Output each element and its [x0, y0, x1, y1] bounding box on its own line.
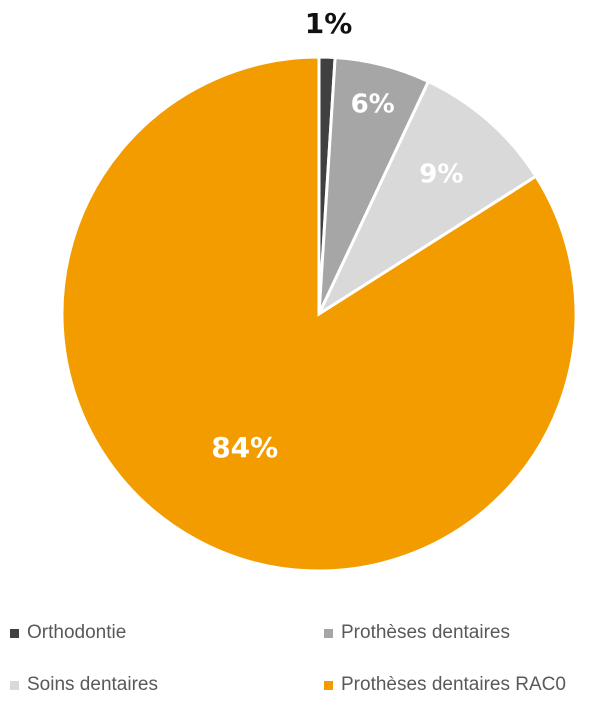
- pie-slice-3: [60, 55, 578, 573]
- data-label-3: 84%: [211, 431, 278, 464]
- data-label-1: 6%: [351, 89, 395, 119]
- legend-label-protheses: Prothèses dentaires: [341, 622, 510, 643]
- legend-label-soins: Soins dentaires: [27, 674, 158, 695]
- legend-item-orthodontie: Orthodontie: [10, 622, 126, 644]
- pie-chart-svg: 1% 6% 9% 84%: [60, 7, 578, 573]
- legend-swatch-orthodontie: [10, 628, 19, 638]
- pie-slice-2: [315, 79, 539, 319]
- legend-item-soins: Soins dentaires: [10, 674, 158, 696]
- data-label-2: 9%: [419, 160, 463, 190]
- legend-swatch-protheses: [324, 628, 333, 638]
- chart-legend: Orthodontie Prothèses dentaires Soins de…: [0, 622, 601, 702]
- legend-swatch-protheses-rac0: [324, 680, 333, 690]
- legend-swatch-soins: [10, 680, 19, 690]
- legend-item-protheses: Prothèses dentaires: [324, 622, 510, 644]
- legend-item-protheses-rac0: Prothèses dentaires RAC0: [324, 674, 566, 696]
- legend-label-protheses-rac0: Prothèses dentaires RAC0: [341, 674, 566, 695]
- data-label-0: 1%: [305, 7, 353, 40]
- legend-label-orthodontie: Orthodontie: [27, 622, 127, 643]
